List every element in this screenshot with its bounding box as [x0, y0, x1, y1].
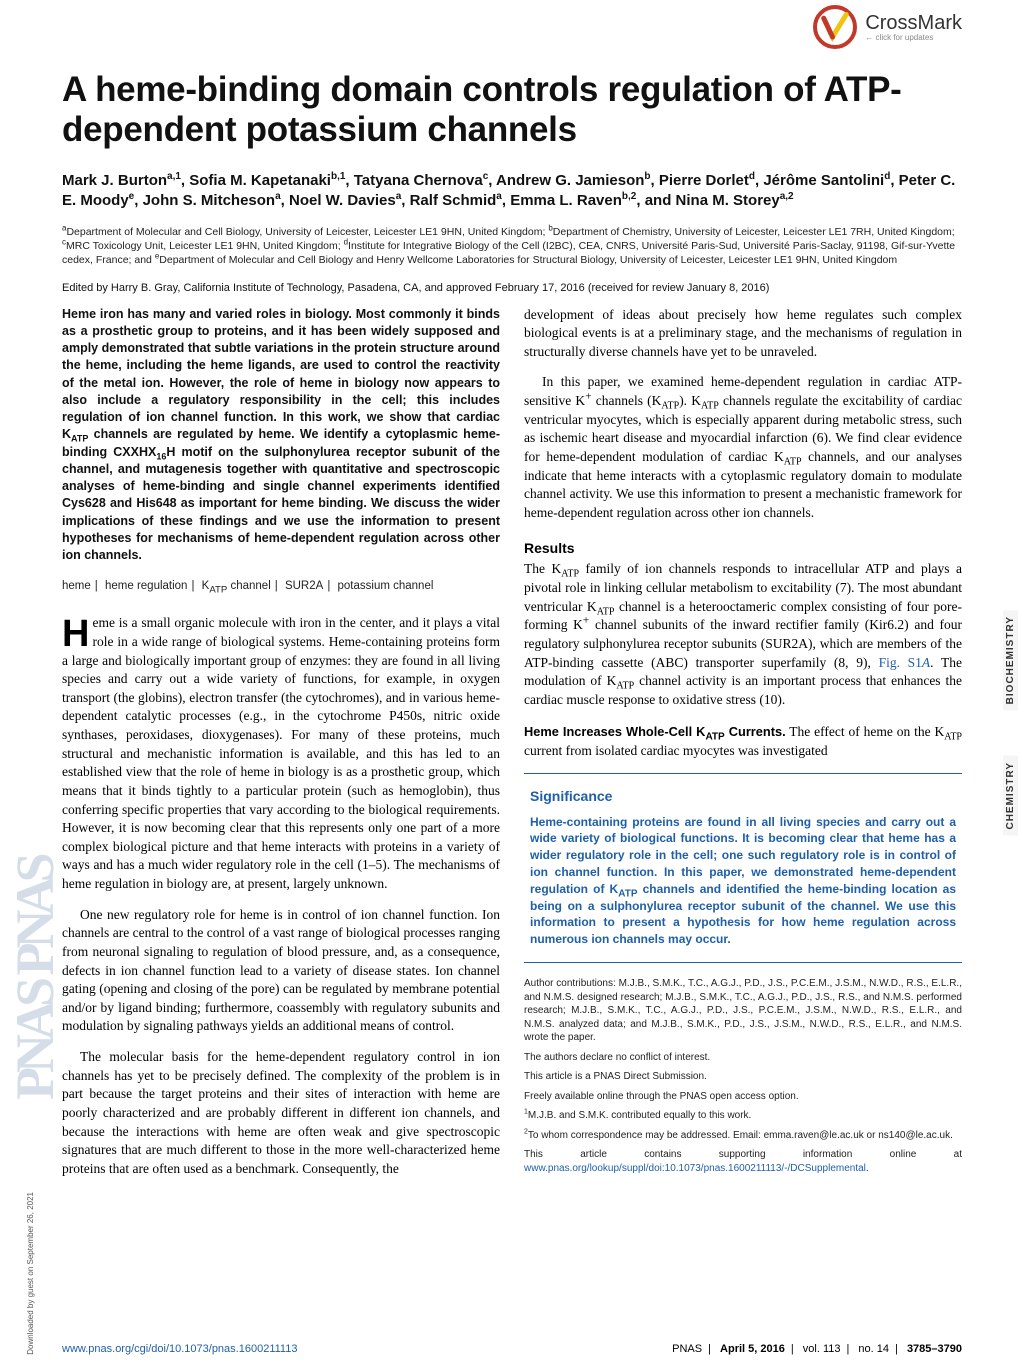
significance-body: Heme-containing proteins are found in al…	[530, 814, 956, 948]
crossmark-badge[interactable]: CrossMark ← click for updates	[802, 2, 962, 52]
article-title: A heme-binding domain controls regulatio…	[62, 70, 962, 151]
equal-contribution: 1M.J.B. and S.M.K. contributed equally t…	[524, 1109, 962, 1123]
keywords: heme| heme regulation| KATP channel| SUR…	[62, 580, 500, 592]
conflict-statement: The authors declare no conflict of inter…	[524, 1051, 962, 1065]
significance-title: Significance	[530, 788, 956, 804]
affiliations: aDepartment of Molecular and Cell Biolog…	[62, 225, 962, 268]
dropcap: H	[62, 614, 92, 650]
supporting-info: This article contains supporting informa…	[524, 1148, 962, 1175]
category-tabs: BIOCHEMISTRY CHEMISTRY	[1003, 610, 1018, 836]
body-paragraph: Heme is a small organic molecule with ir…	[62, 614, 500, 893]
crossmark-sub: ← click for updates	[865, 33, 962, 42]
page-container: CrossMark ← click for updates A heme-bin…	[62, 0, 962, 1365]
body-paragraph: Heme Increases Whole-Cell KATP Currents.…	[524, 723, 962, 760]
page-footer: www.pnas.org/cgi/doi/10.1073/pnas.160021…	[62, 1343, 962, 1355]
section-heading-results: Results	[524, 540, 962, 556]
download-note: Downloaded by guest on September 26, 202…	[26, 1192, 35, 1355]
doi-link[interactable]: www.pnas.org/cgi/doi/10.1073/pnas.160021…	[62, 1343, 297, 1355]
body-paragraph: One new regulatory role for heme is in c…	[62, 906, 500, 1036]
author-list: Mark J. Burtona,1, Sofia M. Kapetanakib,…	[62, 171, 962, 212]
significance-box: Significance Heme-containing proteins ar…	[524, 773, 962, 963]
footer-citation: PNAS| April 5, 2016| vol. 113| no. 14| 3…	[672, 1343, 962, 1355]
crossmark-icon	[813, 5, 857, 49]
direct-submission: This article is a PNAS Direct Submission…	[524, 1070, 962, 1084]
kw: KATP channel	[202, 580, 271, 592]
kw: potassium channel	[338, 580, 434, 592]
right-column: development of ideas about precisely how…	[524, 306, 962, 1179]
correspondence: 2To whom correspondence may be addressed…	[524, 1129, 962, 1143]
body-paragraph: development of ideas about precisely how…	[524, 306, 962, 362]
sidetab-chemistry: CHEMISTRY	[1003, 756, 1018, 836]
open-access: Freely available online through the PNAS…	[524, 1090, 962, 1104]
kw: SUR2A	[285, 580, 323, 592]
left-column: Heme iron has many and varied roles in b…	[62, 306, 500, 1179]
kw: heme regulation	[105, 580, 187, 592]
body-paragraph: The KATP family of ion channels responds…	[524, 560, 962, 709]
pnas-watermark: PNAS PNAS	[4, 200, 44, 1100]
author-contributions: Author contributions: M.J.B., S.M.K., T.…	[524, 977, 962, 1045]
body-paragraph: The molecular basis for the heme-depende…	[62, 1048, 500, 1178]
edited-by-line: Edited by Harry B. Gray, California Inst…	[62, 282, 962, 294]
footnotes: Author contributions: M.J.B., S.M.K., T.…	[524, 977, 962, 1175]
crossmark-label: CrossMark	[865, 13, 962, 33]
body-text: eme is a small organic molecule with iro…	[62, 615, 500, 891]
abstract: Heme iron has many and varied roles in b…	[62, 306, 500, 565]
two-column-body: Heme iron has many and varied roles in b…	[62, 306, 962, 1179]
section-subhead: Heme Increases Whole-Cell KATP Currents.	[524, 724, 786, 739]
body-paragraph: In this paper, we examined heme-dependen…	[524, 373, 962, 522]
sidetab-biochemistry: BIOCHEMISTRY	[1003, 610, 1018, 710]
kw: heme	[62, 580, 91, 592]
